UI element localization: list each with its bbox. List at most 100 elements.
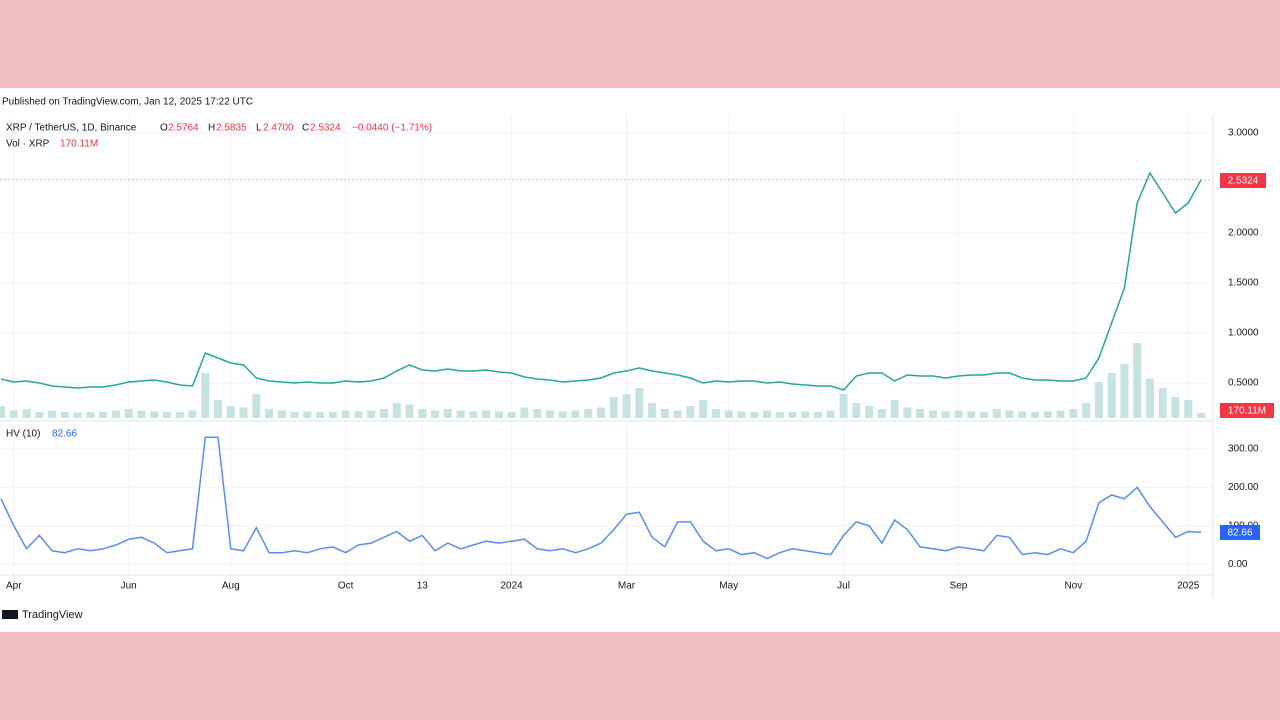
volume-bar (954, 410, 963, 418)
hv-tag-box (1220, 525, 1260, 540)
volume-bar (443, 409, 452, 418)
x-tick-label: 2024 (501, 581, 524, 592)
volume-bar (316, 412, 325, 418)
series-line (0, 436, 1202, 560)
low: 2.4700 (263, 123, 294, 134)
volume-bar (1158, 388, 1167, 418)
volume-bar (341, 410, 350, 418)
volume-bar (941, 411, 950, 418)
hv-value: 82.66 (52, 429, 77, 440)
volume-bar (418, 409, 427, 418)
volume-bar (124, 409, 133, 418)
volume-bar (584, 409, 593, 418)
volume-bar (1171, 397, 1180, 418)
high: 2.5835 (216, 123, 247, 134)
volume-bar (1069, 409, 1078, 418)
volume-bar (175, 412, 184, 418)
volume-bar (686, 406, 695, 418)
volume-bar (839, 394, 848, 418)
volume-bar (571, 410, 580, 418)
volume-bar (137, 410, 146, 418)
volume-bar (379, 409, 388, 418)
x-tick-label: Jun (121, 581, 137, 592)
y-tick-label: 1.5000 (1228, 278, 1259, 289)
volume-bar (877, 409, 886, 418)
l-label: L (256, 123, 262, 134)
volume-bar (99, 412, 108, 418)
volume-bar (852, 403, 861, 418)
volume-bar (290, 412, 299, 418)
volume-bar (239, 407, 248, 418)
volume-bar (520, 407, 529, 418)
card (0, 88, 1280, 632)
x-tick-label: Oct (338, 581, 354, 592)
y-tick-label: 1.0000 (1228, 328, 1259, 339)
volume-bar (814, 412, 823, 418)
volume-bar (635, 388, 644, 418)
volume-bar (597, 407, 605, 418)
volume-bar (482, 410, 491, 418)
volume-bar (737, 411, 746, 418)
volume-bar (0, 406, 5, 418)
volume-bar (865, 406, 874, 418)
x-tick-label: May (719, 581, 738, 592)
volume-bar (1107, 373, 1116, 418)
volume-bar (979, 412, 988, 418)
volume-bar (494, 411, 503, 418)
volume-bar (201, 373, 210, 418)
volume-bar (967, 411, 976, 418)
volume-bar (150, 411, 159, 418)
volume-bar (303, 411, 312, 418)
x-tick-label: Aug (222, 581, 240, 592)
volume-bar (1120, 364, 1129, 418)
volume-value: 170.11M (60, 139, 98, 150)
volume-bar (73, 412, 82, 418)
volume-bar (992, 409, 1001, 418)
h-label: H (208, 123, 215, 134)
footer-brand: TradingView (22, 609, 83, 621)
volume-bar (724, 410, 733, 418)
volume-bar (711, 409, 720, 418)
hv-name: HV (10) (6, 429, 40, 440)
y-tick-label: 0.5000 (1228, 378, 1259, 389)
volume-bar (622, 394, 631, 418)
volume-bar (456, 410, 465, 418)
volume-bar (890, 400, 899, 418)
series-line (0, 171, 1202, 391)
volume-bar (86, 412, 95, 418)
volume-bar (9, 410, 18, 418)
volume-bar (916, 409, 925, 418)
volume-bar (48, 410, 57, 418)
volume-bar (750, 412, 759, 418)
x-tick-label: 2025 (1177, 581, 1200, 592)
volume-bar (1018, 411, 1027, 418)
volume-bar (775, 412, 784, 418)
price-tag: 2.5324 (1228, 176, 1259, 187)
volume-bar (60, 412, 69, 418)
volume-bar (162, 412, 171, 418)
volume-tag: 170.11M (1228, 406, 1266, 417)
y-tick-label: 200.00 (1228, 482, 1259, 493)
volume-bar (648, 403, 657, 418)
volume-bar (1056, 410, 1065, 418)
volume-bar (252, 394, 261, 418)
volume-bar (788, 412, 797, 418)
o-label: O (160, 123, 168, 134)
volume-bar (1197, 412, 1205, 418)
open: 2.5764 (168, 123, 199, 134)
volume-bar (801, 411, 810, 418)
x-tick-label: Mar (618, 581, 636, 592)
volume-bar (1145, 379, 1154, 418)
volume-bar (533, 409, 542, 418)
x-tick-label: Apr (6, 581, 22, 592)
volume-bar (277, 410, 286, 418)
volume-bar (1082, 403, 1091, 418)
x-tick-label: 13 (417, 581, 429, 592)
x-tick-label: Nov (1064, 581, 1082, 592)
price-tag-box (1220, 173, 1266, 188)
logo: TradingView (2, 609, 83, 621)
volume-bar (188, 410, 197, 418)
close: 2.5324 (310, 123, 341, 134)
x-tick-label: Jul (837, 581, 850, 592)
